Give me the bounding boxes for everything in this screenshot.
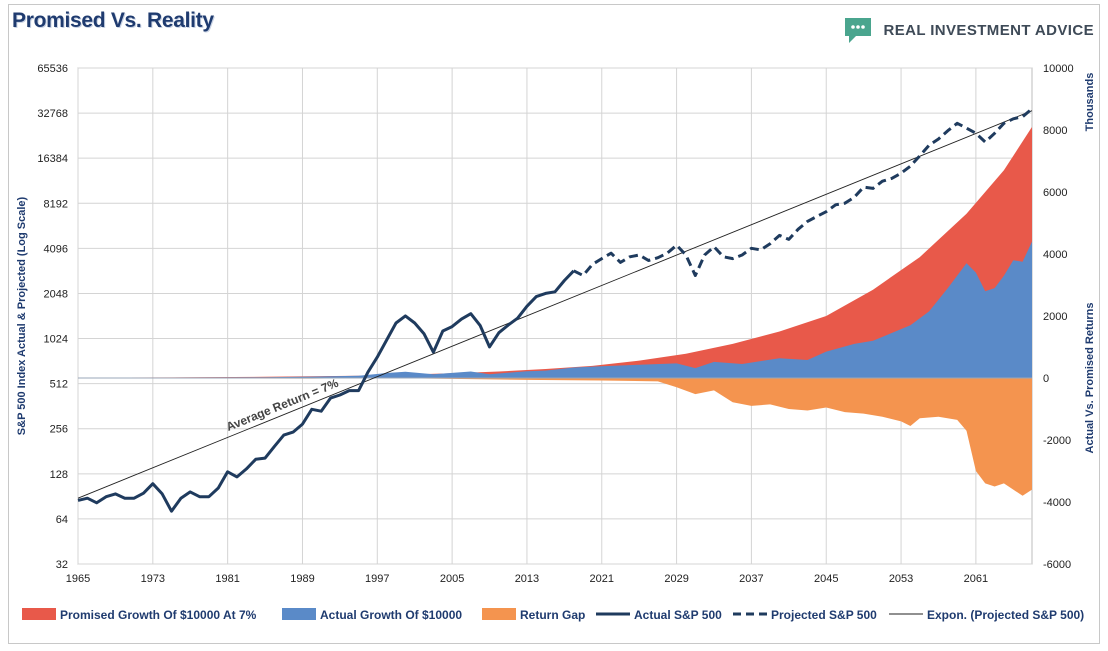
x-tick-label: 2005	[440, 573, 464, 585]
average-return-annotation: Average Return = 7%	[224, 376, 341, 434]
legend-item-sp_actual: Actual S&P 500	[596, 608, 722, 622]
x-tick-label: 2021	[590, 573, 614, 585]
legend: Promised Growth Of $10000 At 7% Actual Gr…	[22, 608, 1084, 622]
x-tick-label: 2029	[664, 573, 688, 585]
chart-title: Promised Vs. Reality	[12, 9, 214, 32]
y-right-tick-label: 8000	[1043, 125, 1067, 137]
y-right-tick-label: 10000	[1043, 63, 1074, 75]
legend-swatch-gap	[482, 608, 516, 620]
exponential-trendline	[77, 110, 1033, 499]
y-right-tick-label: -2000	[1043, 435, 1071, 447]
y-left-tick-label: 256	[50, 424, 68, 436]
y-right-tick-label: 0	[1043, 373, 1049, 385]
x-tick-label: 2045	[814, 573, 838, 585]
y-left-tick-label: 4096	[44, 243, 68, 255]
y-right-tick-label: -6000	[1043, 559, 1071, 571]
y-axis-right-unit: Thousands	[1084, 73, 1096, 132]
y-left-tick-label: 128	[50, 469, 68, 481]
legend-swatch-promised	[22, 608, 56, 620]
speech-bubble-logo-icon	[844, 18, 871, 43]
x-tick-label: 1989	[290, 573, 314, 585]
return-gap-area	[78, 378, 1032, 496]
axes: 1965 1973 1981 1989 1997 2005 2013 2021 2029 2037…	[37, 63, 1073, 585]
y-left-tick-label: 64	[56, 514, 68, 526]
legend-item-expon: Expon. (Projected S&P 500)	[889, 608, 1084, 622]
line-series	[77, 107, 1033, 513]
legend-item-sp_projected: Projected S&P 500	[733, 608, 877, 622]
x-tick-label: 1965	[66, 573, 90, 585]
y-left-tick-label: 1024	[44, 334, 68, 346]
x-tick-label: 2061	[964, 573, 988, 585]
legend-label-promised: Promised Growth Of $10000 At 7%	[60, 608, 257, 622]
y-right-tick-label: 2000	[1043, 311, 1067, 323]
x-tick-label: 1997	[365, 573, 389, 585]
y-left-tick-label: 2048	[44, 288, 68, 300]
legend-item-actual: Actual Growth Of $10000	[282, 608, 462, 622]
legend-label-sp_actual: Actual S&P 500	[634, 608, 722, 622]
legend-label-gap: Return Gap	[520, 608, 585, 622]
legend-label-expon: Expon. (Projected S&P 500)	[927, 608, 1084, 622]
legend-item-gap: Return Gap	[482, 608, 585, 622]
y-left-tick-label: 32768	[37, 108, 68, 120]
x-tick-label: 2013	[515, 573, 539, 585]
y-left-tick-label: 16384	[37, 153, 68, 165]
x-tick-label: 2053	[889, 573, 913, 585]
brand-name: REAL INVESTMENT ADVICE	[883, 21, 1094, 39]
projected-sp500-line	[573, 107, 1033, 277]
y-left-tick-label: 512	[50, 379, 68, 391]
y-left-tick-label: 32	[56, 559, 68, 571]
x-tick-label: 1973	[141, 573, 165, 585]
y-right-tick-label: 4000	[1043, 249, 1067, 261]
actual-growth-area	[78, 241, 1032, 378]
x-tick-label: 2037	[739, 573, 763, 585]
brand-logo: REAL INVESTMENT ADVICE	[842, 14, 1095, 46]
y-left-tick-label: 8192	[44, 198, 68, 210]
legend-label-sp_projected: Projected S&P 500	[771, 608, 877, 622]
legend-swatch-actual	[282, 608, 316, 620]
y-axis-left-label: S&P 500 Index Actual & Projected (Log Sc…	[16, 196, 28, 435]
actual-sp500-line	[77, 269, 575, 513]
y-left-tick-label: 65536	[37, 63, 68, 75]
area-series	[78, 126, 1032, 496]
x-tick-label: 1981	[215, 573, 239, 585]
legend-label-actual: Actual Growth Of $10000	[320, 608, 462, 622]
legend-item-promised: Promised Growth Of $10000 At 7%	[22, 608, 257, 622]
y-right-tick-label: 6000	[1043, 187, 1067, 199]
y-right-tick-label: -4000	[1043, 497, 1071, 509]
y-axis-right-label: Actual Vs. Promised Returns	[1084, 303, 1096, 454]
